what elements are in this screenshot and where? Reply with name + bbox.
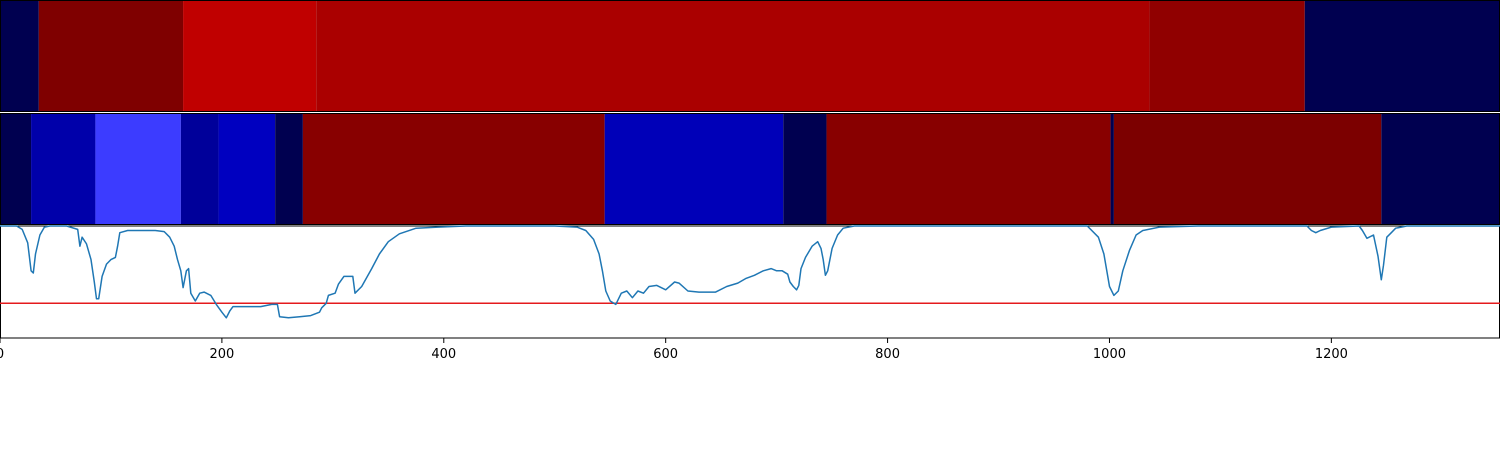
heat-cell-row2-3 [95, 113, 181, 225]
x-tick-label-0: 0 [0, 347, 4, 362]
heat-cell-row1-3 [183, 0, 317, 112]
x-axis: 0 200 400 600 800 1000 1200 [0, 338, 1348, 362]
heat-cell-row1-6 [1304, 0, 1500, 112]
heat-cell-row2-5 [218, 113, 276, 225]
heat-cell-row1-2 [38, 0, 184, 112]
heat-cell-row2-2 [31, 113, 96, 225]
x-tick-label-800: 800 [875, 347, 900, 362]
heat-cell-row2-7 [302, 113, 605, 225]
heat-cell-row2-4 [180, 113, 219, 225]
x-tick-label-600: 600 [653, 347, 678, 362]
heat-cell-row1-4 [316, 0, 1150, 112]
heat-cell-row2-11 [1110, 113, 1114, 225]
heat-cell-row2-12 [1113, 113, 1382, 225]
x-tick-label-400: 400 [431, 347, 456, 362]
heat-cell-row2-8 [604, 113, 784, 225]
heat-cell-row2-10 [826, 113, 1111, 225]
line-panel-frame [0, 225, 1500, 339]
series-line [0, 225, 1500, 319]
line-panel [0, 225, 1500, 339]
heat-cell-row1-5 [1149, 0, 1305, 112]
x-tick-label-1200: 1200 [1315, 347, 1348, 362]
x-tick-label-200: 200 [209, 347, 234, 362]
heat-cell-row2-9 [783, 113, 827, 225]
heatmap-rows [0, 0, 1500, 225]
heat-cell-row2-1 [0, 113, 32, 225]
heat-cell-row2-13 [1381, 113, 1500, 225]
heat-cell-row2-6 [275, 113, 303, 225]
x-tick-label-1000: 1000 [1093, 347, 1126, 362]
heat-cell-row1-1 [0, 0, 39, 112]
